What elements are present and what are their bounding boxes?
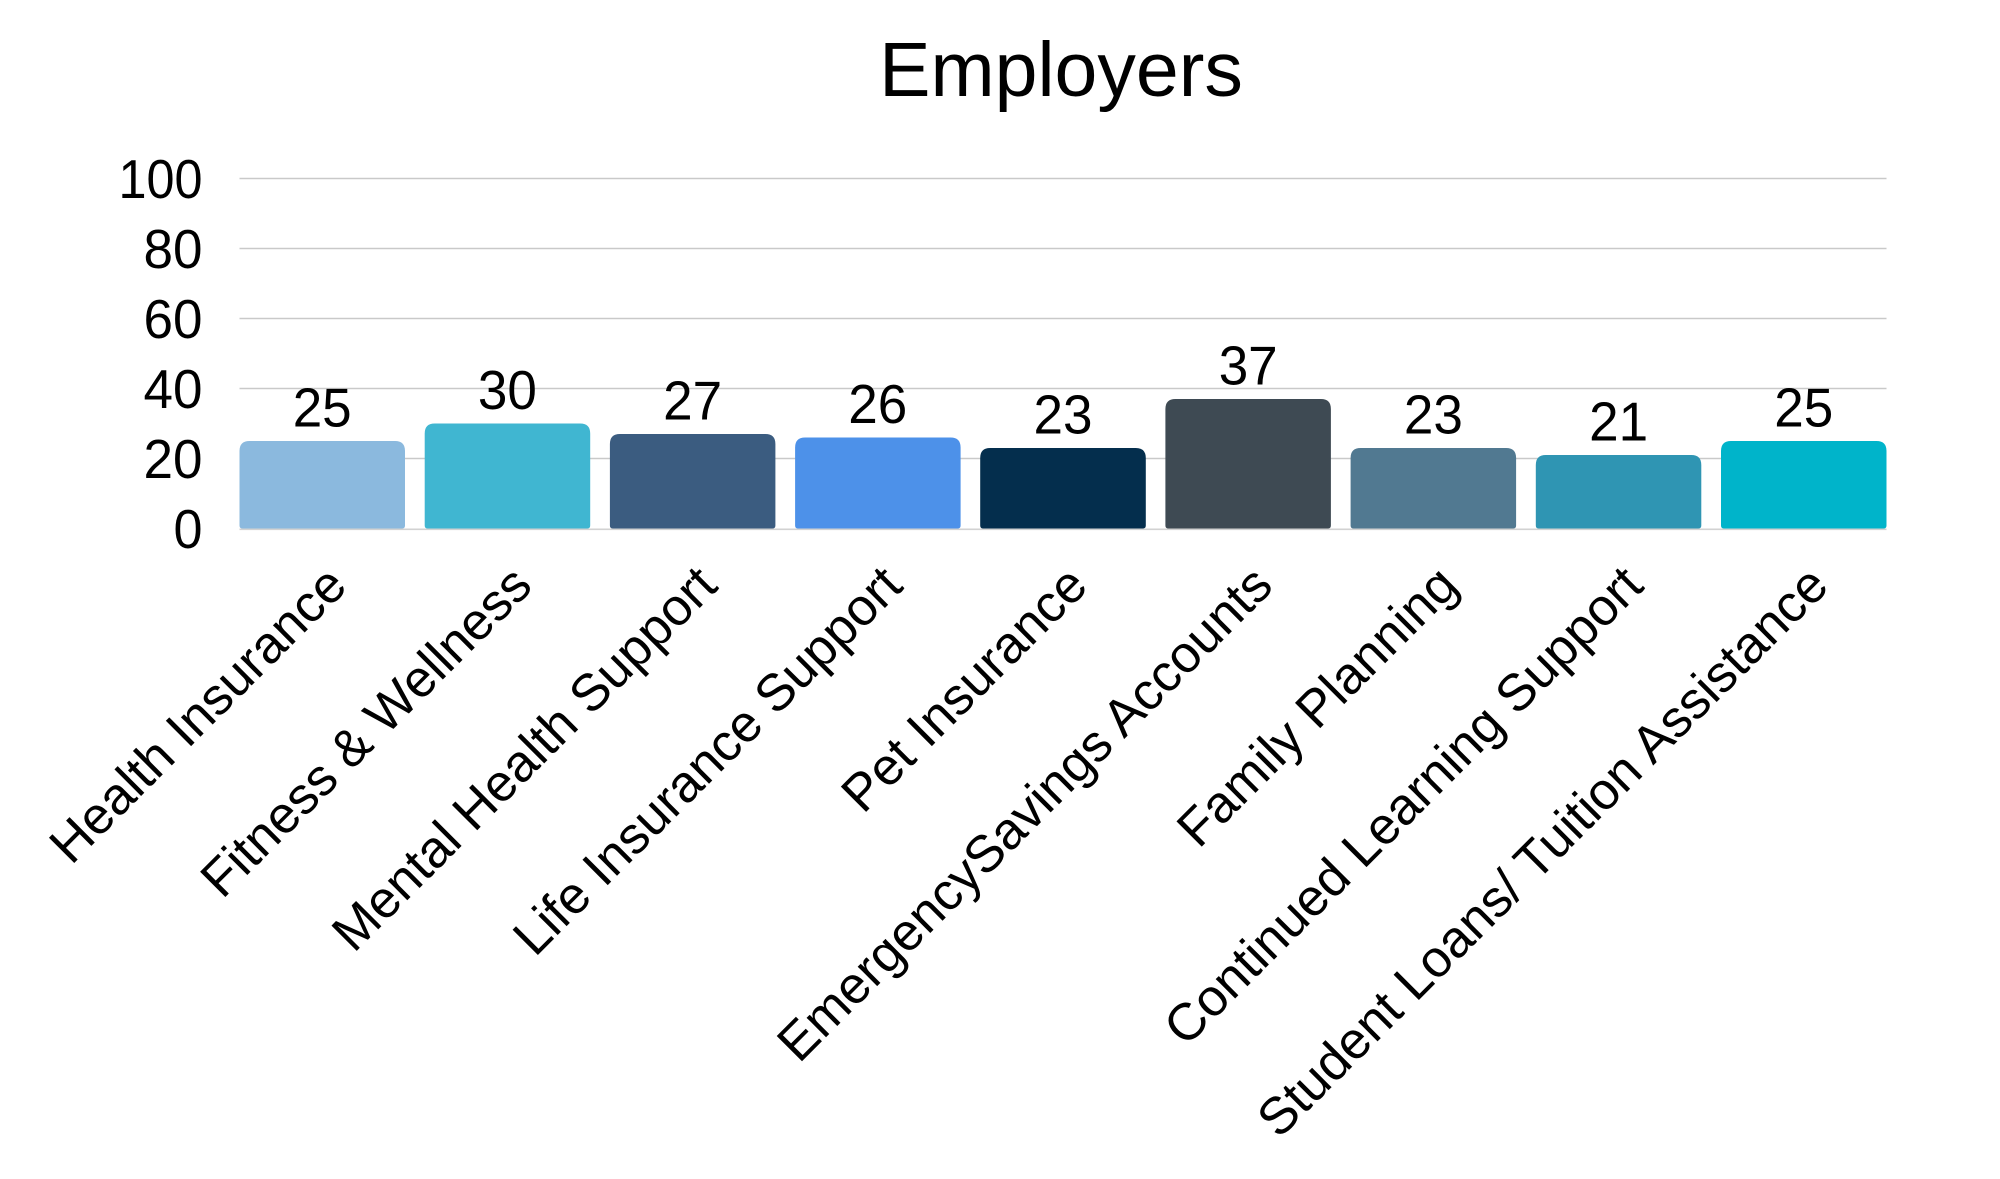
svg-text:80: 80 (144, 218, 203, 280)
svg-text:100: 100 (119, 148, 203, 210)
svg-text:27: 27 (663, 370, 722, 432)
svg-text:60: 60 (144, 288, 203, 350)
svg-text:Employers: Employers (879, 27, 1243, 113)
svg-text:0: 0 (174, 498, 203, 560)
svg-text:20: 20 (144, 428, 203, 490)
svg-text:21: 21 (1589, 391, 1648, 453)
svg-text:25: 25 (293, 377, 352, 439)
svg-text:37: 37 (1219, 335, 1278, 397)
svg-text:23: 23 (1404, 384, 1463, 446)
svg-text:40: 40 (144, 358, 203, 420)
svg-text:26: 26 (848, 373, 907, 435)
svg-text:25: 25 (1774, 377, 1833, 439)
svg-text:23: 23 (1034, 384, 1093, 446)
svg-text:30: 30 (478, 359, 537, 421)
